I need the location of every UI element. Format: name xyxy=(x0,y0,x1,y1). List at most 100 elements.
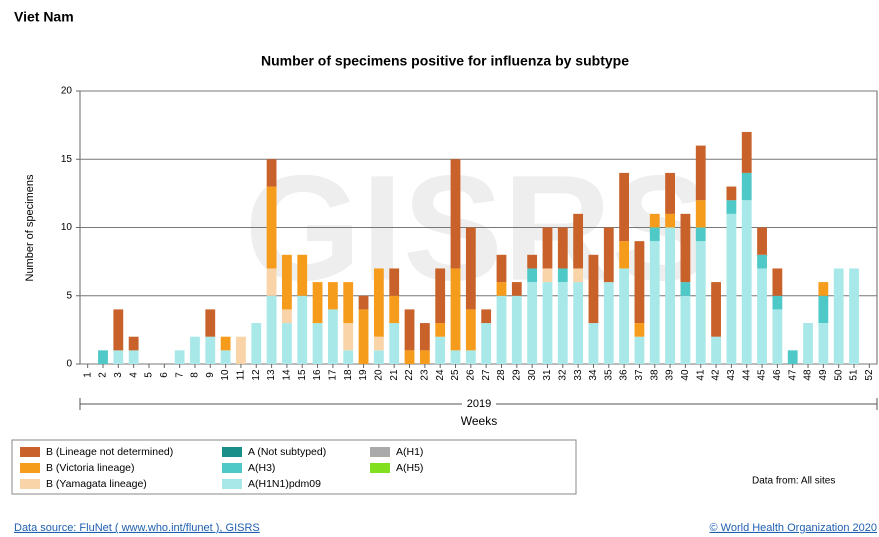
bar-segment xyxy=(803,323,813,364)
bar-segment xyxy=(113,350,124,364)
bar-segment xyxy=(818,295,829,324)
bar-segment xyxy=(496,295,507,364)
bar-segment xyxy=(772,309,783,364)
bar-segment xyxy=(695,145,706,201)
legend-label: A(H5) xyxy=(396,462,423,474)
bar-segment xyxy=(511,295,522,364)
x-tick-label: 43 xyxy=(726,369,737,381)
bar-segment xyxy=(343,282,354,324)
x-tick-label: 50 xyxy=(833,369,844,381)
legend-swatch xyxy=(370,447,390,457)
bar-segment xyxy=(665,213,675,228)
bar-segment xyxy=(220,336,231,351)
x-tick-label: 11 xyxy=(236,369,247,380)
x-tick-label: 19 xyxy=(358,369,369,381)
x-tick-label: 36 xyxy=(619,369,630,381)
x-tick-label: 21 xyxy=(389,369,400,381)
bar-segment xyxy=(481,323,492,364)
bar-segment xyxy=(220,350,231,364)
x-tick-label: 29 xyxy=(511,369,522,381)
bar-segment xyxy=(695,241,706,364)
bar-segment xyxy=(327,309,338,364)
bar-segment xyxy=(695,227,706,242)
x-tick-label: 23 xyxy=(419,369,430,381)
bar-segment xyxy=(251,323,262,364)
bar-segment xyxy=(619,268,630,364)
bar-segment xyxy=(496,254,507,283)
legend-swatch xyxy=(222,447,242,457)
bar-segment xyxy=(757,268,767,364)
bar-segment xyxy=(726,213,737,364)
legend-swatch xyxy=(20,479,40,489)
x-tick-label: 35 xyxy=(603,369,614,381)
legend-label: B (Yamagata lineage) xyxy=(46,478,147,490)
x-tick-label: 9 xyxy=(205,372,216,378)
x-tick-label: 6 xyxy=(159,372,170,378)
bar-segment xyxy=(312,282,323,324)
x-tick-label: 37 xyxy=(634,369,645,381)
bar-segment xyxy=(619,172,630,242)
legend-box xyxy=(11,439,577,495)
bar-segment xyxy=(450,159,461,269)
x-tick-label: 32 xyxy=(557,369,568,381)
x-tick-label: 44 xyxy=(741,369,752,381)
x-tick-label: 12 xyxy=(251,369,262,381)
bar-segment xyxy=(128,350,139,364)
bar-segment xyxy=(128,336,139,351)
x-tick-label: 7 xyxy=(174,372,185,378)
year-label: 2019 xyxy=(467,398,491,410)
source-link[interactable]: Data source: FluNet ( www.who.int/flunet… xyxy=(14,522,260,534)
x-tick-label: 1 xyxy=(82,372,93,378)
bar-segment xyxy=(297,254,308,296)
bar-segment xyxy=(435,323,446,337)
x-tick-label: 49 xyxy=(818,369,829,381)
bar-segment xyxy=(419,350,430,364)
bar-segment xyxy=(266,268,277,296)
bar-segment xyxy=(603,282,614,364)
bar-segment xyxy=(496,282,507,296)
x-tick-label: 41 xyxy=(695,369,706,381)
legend-label: B (Victoria lineage) xyxy=(46,462,135,474)
bar-segment xyxy=(787,350,798,364)
bar-segment xyxy=(711,282,721,337)
bar-segment xyxy=(266,295,277,364)
bar-segment xyxy=(726,186,737,201)
x-tick-label: 2 xyxy=(98,372,109,378)
bar-segment xyxy=(557,268,568,283)
bar-segment xyxy=(282,309,292,324)
bar-segment xyxy=(573,282,584,364)
x-tick-label: 38 xyxy=(649,369,660,381)
bar-segment xyxy=(757,254,767,269)
bar-segment xyxy=(297,295,308,364)
bar-segment xyxy=(542,282,553,364)
y-tick-label: 5 xyxy=(66,290,72,301)
chart-title: Number of specimens positive for influen… xyxy=(261,53,629,69)
bar-segment xyxy=(665,172,675,214)
bar-segment xyxy=(695,200,706,228)
bar-segment xyxy=(573,213,584,269)
bar-segment xyxy=(649,241,660,364)
x-tick-label: 20 xyxy=(374,369,385,381)
bar-segment xyxy=(573,268,584,283)
x-tick-label: 39 xyxy=(665,369,676,381)
bar-segment xyxy=(680,213,691,283)
x-tick-label: 27 xyxy=(481,369,492,381)
bar-segment xyxy=(711,336,721,364)
x-tick-label: 25 xyxy=(450,369,461,381)
x-tick-label: 51 xyxy=(849,369,860,381)
x-tick-label: 30 xyxy=(527,369,538,381)
bar-segment xyxy=(588,254,599,324)
copyright-link[interactable]: © World Health Organization 2020 xyxy=(710,522,878,534)
bar-segment xyxy=(772,268,783,296)
bar-segment xyxy=(358,295,369,310)
x-tick-label: 15 xyxy=(297,369,308,381)
bar-segment xyxy=(634,336,645,364)
x-axis-label: Weeks xyxy=(461,414,497,428)
x-tick-label: 42 xyxy=(711,369,722,381)
bar-segment xyxy=(450,268,461,351)
bar-segment xyxy=(266,159,277,187)
bar-segment xyxy=(527,268,538,283)
x-tick-label: 17 xyxy=(328,369,339,381)
bar-segment xyxy=(849,268,859,364)
bar-segment xyxy=(266,186,277,269)
